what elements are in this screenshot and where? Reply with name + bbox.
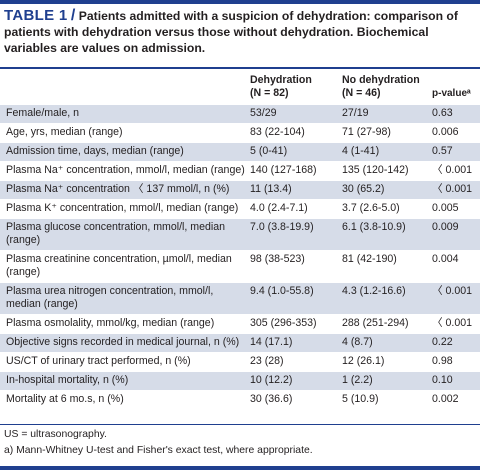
row-label: Mortality at 6 mo.s, n (%) — [0, 390, 248, 409]
row-label: US/CT of urinary tract performed, n (%) — [0, 352, 248, 372]
cell-no-dehydration: 81 (42-190) — [340, 250, 430, 283]
row-label: Plasma Na⁺ concentration, mmol/l, median… — [0, 161, 248, 181]
cell-no-dehydration: 27/19 — [340, 104, 430, 124]
cell-p-value: 0.004 — [430, 250, 480, 283]
cell-p-value: 〈 0.001 — [430, 180, 480, 200]
header-no-dehydration-n: (N = 46) — [342, 87, 381, 99]
table-row: Plasma K⁺ concentration, mmol/l, median … — [0, 199, 480, 219]
cell-dehydration: 140 (127-168) — [248, 161, 340, 181]
header-no-dehydration: No dehydration (N = 46) — [340, 71, 430, 105]
row-label: In-hospital mortality, n (%) — [0, 371, 248, 391]
cell-p-value: 0.57 — [430, 142, 480, 162]
cell-p-value: 〈 0.001 — [430, 314, 480, 334]
cell-p-value: 0.98 — [430, 352, 480, 372]
cell-no-dehydration: 4 (1-41) — [340, 142, 430, 162]
table-body: Female/male, n 53/29 27/19 0.63 Age, yrs, me… — [0, 104, 480, 409]
row-label: Plasma creatinine concentration, µmol/l,… — [0, 250, 248, 283]
cell-no-dehydration: 288 (251-294) — [340, 314, 430, 334]
cell-dehydration: 5 (0-41) — [248, 142, 340, 162]
cell-no-dehydration: 6.1 (3.8-10.9) — [340, 218, 430, 251]
cell-dehydration: 10 (12.2) — [248, 371, 340, 391]
row-label: Admission time, days, median (range) — [0, 142, 248, 162]
cell-p-value: 0.63 — [430, 104, 480, 124]
row-label: Age, yrs, median (range) — [0, 123, 248, 143]
header-dehydration: Dehydration (N = 82) — [248, 71, 340, 105]
cell-no-dehydration: 135 (120-142) — [340, 161, 430, 181]
cell-dehydration: 30 (36.6) — [248, 390, 340, 409]
footnote-abbreviation: US = ultrasonography. — [4, 429, 107, 440]
cell-no-dehydration: 71 (27-98) — [340, 123, 430, 143]
table-row: Plasma creatinine concentration, µmol/l,… — [0, 250, 480, 283]
header-no-dehydration-label: No dehydration — [342, 74, 420, 86]
table-row: Plasma Na⁺ concentration 〈 137 mmol/l, n… — [0, 180, 480, 200]
table-row: Mortality at 6 mo.s, n (%) 30 (36.6) 5 (10… — [0, 390, 480, 409]
row-label: Plasma urea nitrogen concentration, mmol… — [0, 282, 248, 315]
table-row: Age, yrs, median (range) 83 (22-104) 71 (2… — [0, 123, 480, 143]
cell-p-value: 0.002 — [430, 390, 480, 409]
row-label: Female/male, n — [0, 104, 248, 124]
cell-dehydration: 14 (17.1) — [248, 333, 340, 353]
table-label: TABLE 1 — [4, 7, 68, 24]
footer-rule — [0, 424, 480, 425]
cell-p-value: 〈 0.001 — [430, 282, 480, 315]
cell-no-dehydration: 1 (2.2) — [340, 371, 430, 391]
footnote-test: a) Mann-Whitney U-test and Fisher's exac… — [4, 445, 313, 456]
cell-p-value: 0.006 — [430, 123, 480, 143]
cell-p-value: 0.22 — [430, 333, 480, 353]
cell-dehydration: 83 (22-104) — [248, 123, 340, 143]
cell-no-dehydration: 3.7 (2.6-5.0) — [340, 199, 430, 219]
cell-dehydration: 53/29 — [248, 104, 340, 124]
data-table: Dehydration (N = 82) No dehydration (N =… — [0, 71, 480, 409]
table-row: In-hospital mortality, n (%) 10 (12.2) 1 (… — [0, 371, 480, 391]
row-label: Objective signs recorded in medical jour… — [0, 333, 248, 353]
cell-no-dehydration: 4 (8.7) — [340, 333, 430, 353]
cell-p-value: 0.005 — [430, 199, 480, 219]
header-p-value: p-valueᵃ — [432, 88, 471, 99]
top-accent-bar — [0, 0, 480, 4]
caption-text: Patients admitted with a suspicion of de… — [4, 9, 458, 55]
bottom-accent-bar — [0, 466, 480, 470]
header-variable — [0, 71, 248, 105]
cell-dehydration: 11 (13.4) — [248, 180, 340, 200]
table-row: Plasma urea nitrogen concentration, mmol… — [0, 282, 480, 315]
cell-no-dehydration: 5 (10.9) — [340, 390, 430, 409]
cell-dehydration: 7.0 (3.8-19.9) — [248, 218, 340, 251]
table-row: Plasma Na⁺ concentration, mmol/l, median… — [0, 161, 480, 181]
table-caption: TABLE 1 / Patients admitted with a suspi… — [4, 8, 474, 56]
cell-p-value: 〈 0.001 — [430, 161, 480, 181]
header-rule — [0, 67, 480, 69]
cell-dehydration: 98 (38-523) — [248, 250, 340, 283]
table-row: US/CT of urinary tract performed, n (%) 2… — [0, 352, 480, 372]
cell-no-dehydration: 12 (26.1) — [340, 352, 430, 372]
cell-dehydration: 23 (28) — [248, 352, 340, 372]
cell-p-value: 0.009 — [430, 218, 480, 251]
footnotes: US = ultrasonography. a) Mann-Whitney U-… — [4, 427, 474, 459]
cell-no-dehydration: 4.3 (1.2-16.6) — [340, 282, 430, 315]
header-dehydration-label: Dehydration — [250, 74, 312, 86]
caption-slash: / — [70, 7, 76, 24]
table-row: Female/male, n 53/29 27/19 0.63 — [0, 104, 480, 124]
row-label: Plasma glucose concentration, mmol/l, me… — [0, 218, 248, 251]
cell-dehydration: 4.0 (2.4-7.1) — [248, 199, 340, 219]
header-dehydration-n: (N = 82) — [250, 87, 289, 99]
header-row: Dehydration (N = 82) No dehydration (N =… — [0, 71, 480, 105]
cell-no-dehydration: 30 (65.2) — [340, 180, 430, 200]
row-label: Plasma Na⁺ concentration 〈 137 mmol/l, n… — [0, 180, 248, 200]
cell-dehydration: 305 (296-353) — [248, 314, 340, 334]
row-label: Plasma osmolality, mmol/kg, median (rang… — [0, 314, 248, 334]
table-row: Plasma osmolality, mmol/kg, median (rang… — [0, 314, 480, 334]
cell-p-value: 0.10 — [430, 371, 480, 391]
cell-dehydration: 9.4 (1.0-55.8) — [248, 282, 340, 315]
table-row: Objective signs recorded in medical jour… — [0, 333, 480, 353]
row-label: Plasma K⁺ concentration, mmol/l, median … — [0, 199, 248, 219]
table-row: Admission time, days, median (range) 5 (0… — [0, 142, 480, 162]
table-row: Plasma glucose concentration, mmol/l, me… — [0, 218, 480, 251]
